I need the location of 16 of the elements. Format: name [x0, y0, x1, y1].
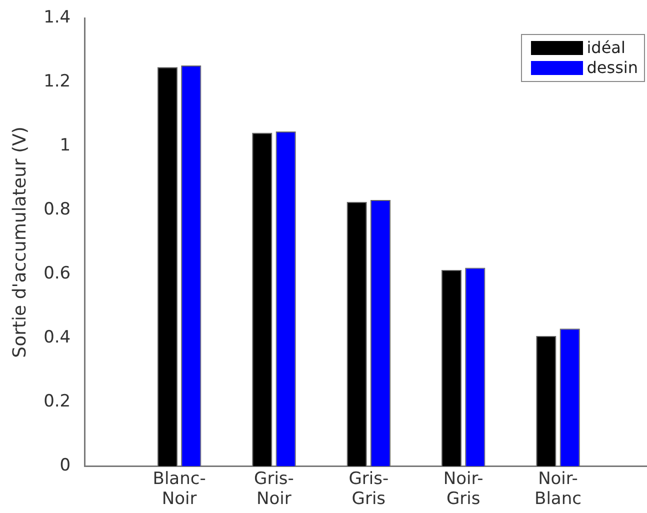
y-tick-label: 0: [60, 456, 71, 476]
y-tick-label: 1.2: [44, 72, 71, 92]
legend-label: idéal: [586, 38, 626, 58]
x-tick-label: Gris-Gris: [348, 468, 389, 510]
y-tick-label: 1: [60, 136, 71, 156]
y-tick-label: 0.6: [44, 264, 71, 284]
y-tick-label: 0.2: [44, 392, 71, 412]
y-tick-label: 0.4: [44, 328, 71, 348]
y-tick-label: 1.4: [44, 8, 71, 28]
legend-label: dessin: [586, 58, 638, 78]
y-axis-title: Sortie d'accumulateur (V): [9, 126, 30, 358]
x-tick-label: Gris-Noir: [254, 468, 294, 510]
x-tick-label: Blanc-Noir: [152, 468, 206, 510]
x-tick-label: Noir-Gris: [443, 468, 484, 510]
x-tick-label: Noir-Blanc: [534, 468, 582, 510]
y-tick-label: 0.8: [44, 200, 71, 220]
